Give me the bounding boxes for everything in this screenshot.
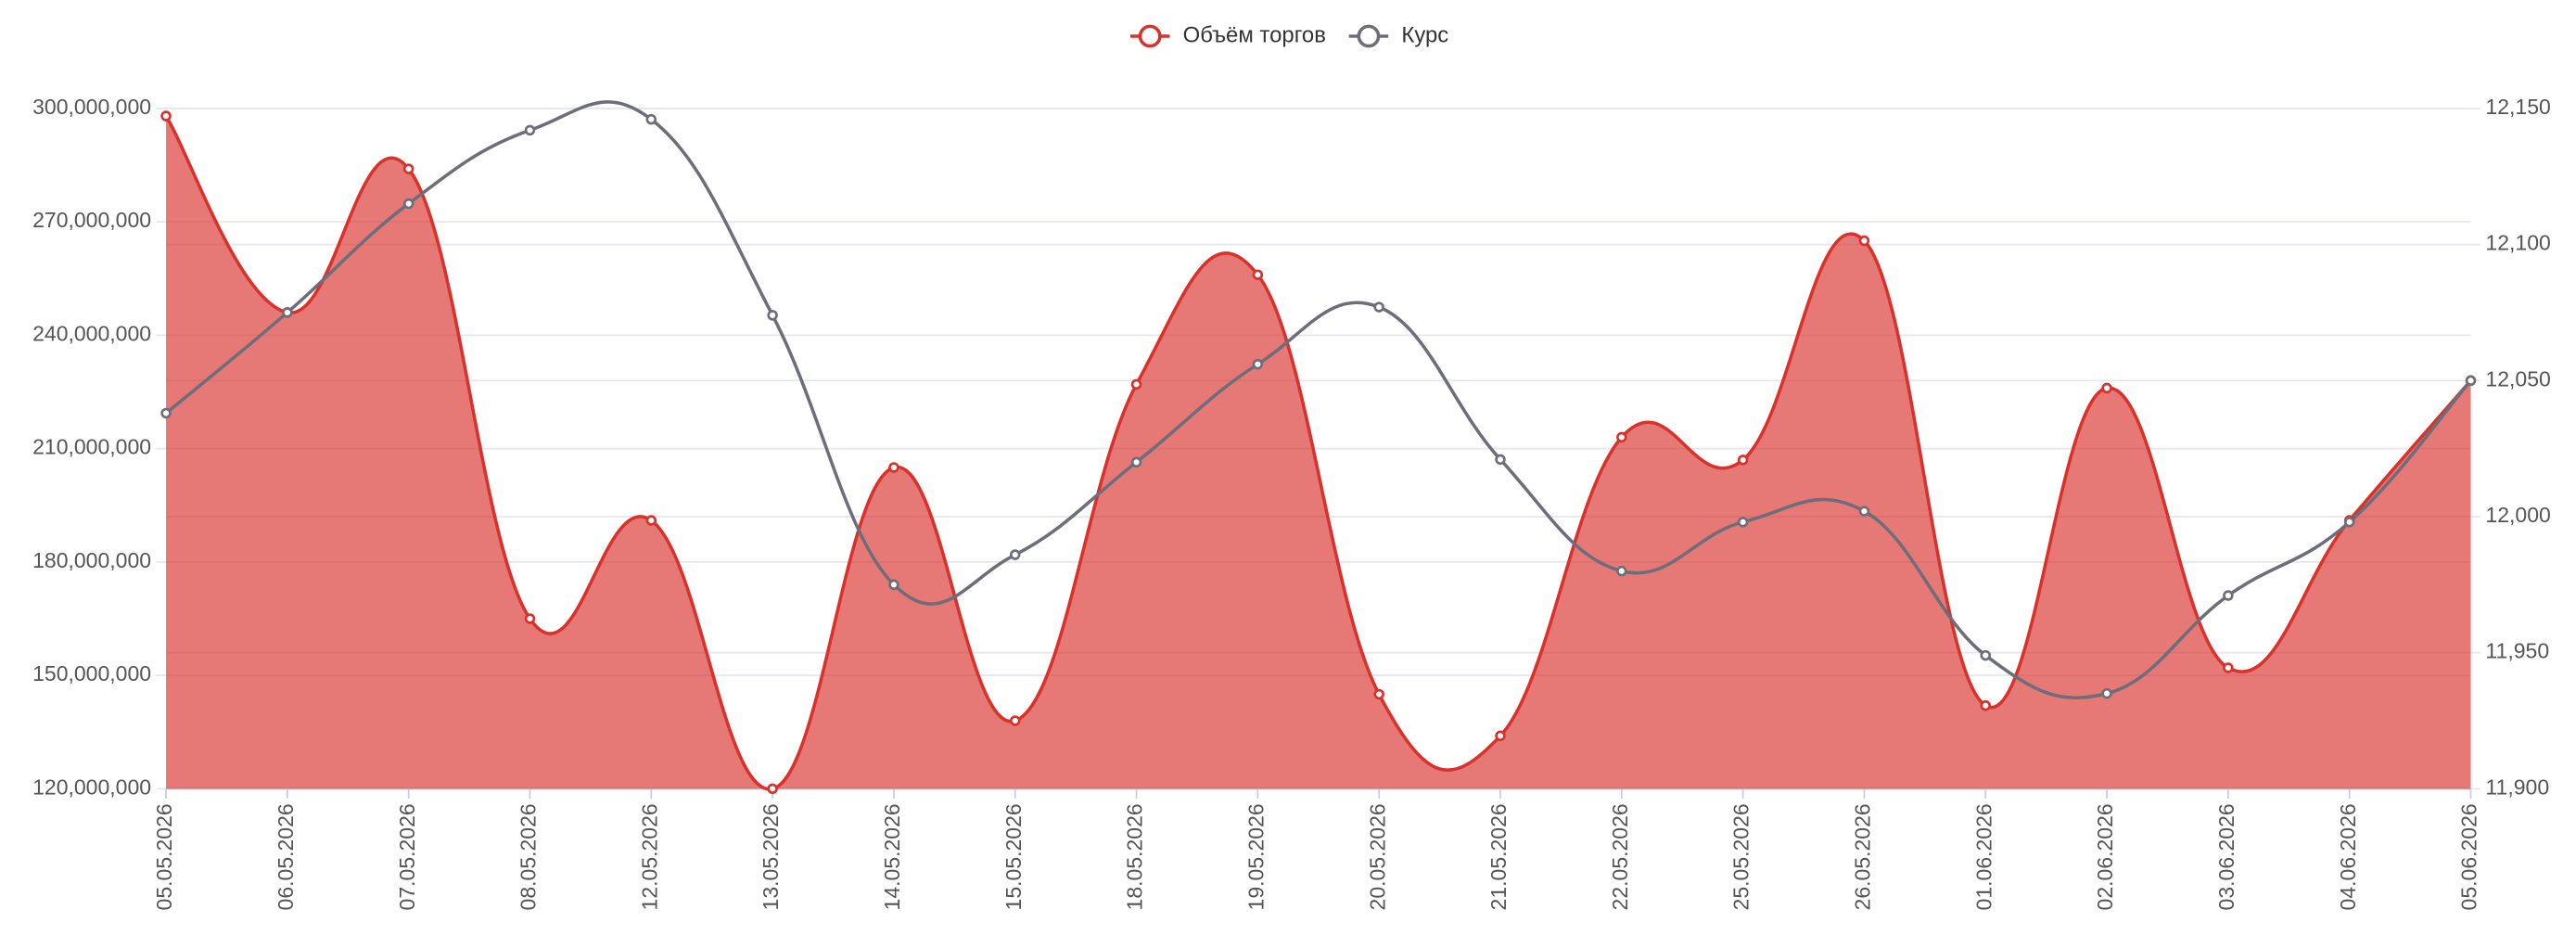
point (1495, 454, 1506, 466)
x-tick-label: 04.06.2026 (2336, 803, 2360, 910)
y-tick-label: 150,000,000 (32, 661, 151, 685)
point (645, 515, 657, 526)
point (2101, 382, 2112, 394)
x-tick-label: 13.05.2026 (759, 803, 783, 910)
point (1130, 378, 1142, 391)
line (164, 115, 2472, 791)
x-tick-label: 21.05.2026 (1486, 803, 1511, 910)
point (1130, 456, 1142, 468)
point (888, 462, 899, 473)
point (1858, 235, 1870, 247)
point (767, 310, 778, 321)
x-tick-label: 02.06.2026 (2093, 803, 2117, 910)
x-tick-label: 19.05.2026 (1243, 803, 1268, 910)
point (1373, 688, 1384, 700)
x-tick-label: 20.05.2026 (1365, 803, 1389, 910)
point (2465, 375, 2477, 387)
point (1616, 565, 1627, 577)
y2-tick-label: 12,150 (2485, 95, 2550, 119)
legend-marker (1138, 24, 1162, 48)
line (164, 100, 2472, 699)
point (1009, 549, 1021, 560)
legend: Объём торгов Курс (1129, 22, 1448, 48)
point (2223, 662, 2234, 673)
x-tick-label: 25.05.2026 (1729, 803, 1753, 910)
y-tick-label: 210,000,000 (32, 435, 151, 459)
x-tick-label: 03.06.2026 (2214, 803, 2238, 910)
point (1373, 301, 1384, 313)
y-tick-label: 120,000,000 (32, 775, 151, 799)
point (160, 407, 172, 419)
y-tick-label: 270,000,000 (32, 208, 151, 232)
x-tick-label: 05.06.2026 (2457, 803, 2481, 910)
point (1495, 730, 1506, 742)
legend-label: Курс (1401, 22, 1448, 47)
x-tick-label: 01.06.2026 (1971, 803, 1996, 910)
y2-tick-label: 12,000 (2485, 503, 2550, 527)
point (2101, 687, 2112, 699)
point (1252, 358, 1264, 370)
point (1980, 699, 1992, 711)
y2-tick-label: 11,950 (2485, 639, 2549, 663)
x-tick-label: 06.05.2026 (274, 803, 298, 910)
x-tick-label: 26.05.2026 (1851, 803, 1875, 910)
point (402, 163, 414, 174)
point (1980, 649, 1992, 661)
point (645, 113, 657, 125)
x-tick-label: 15.05.2026 (1001, 803, 1026, 910)
point (524, 613, 536, 624)
x-tick-label: 08.05.2026 (516, 803, 541, 910)
y2-tick-label: 12,050 (2485, 366, 2550, 391)
point (1009, 715, 1021, 726)
point (282, 307, 293, 318)
y-tick-label: 180,000,000 (32, 548, 151, 572)
y-tick-label: 300,000,000 (32, 95, 151, 119)
x-tick-label: 18.05.2026 (1123, 803, 1147, 910)
x-tick-label: 22.05.2026 (1608, 803, 1632, 910)
point (1252, 269, 1264, 280)
point (1737, 455, 1749, 466)
y2-tick-label: 12,100 (2485, 231, 2550, 255)
point (888, 579, 899, 591)
y2-tick-label: 11,900 (2485, 775, 2549, 799)
legend-marker (1357, 24, 1381, 48)
x-tick-label: 12.05.2026 (637, 803, 661, 910)
legend-label: Объём торгов (1183, 22, 1326, 47)
area (166, 116, 2471, 789)
x-tick-label: 07.05.2026 (395, 803, 419, 910)
point (402, 198, 414, 210)
point (767, 783, 778, 795)
point (2223, 590, 2234, 601)
point (1737, 517, 1749, 528)
point (1616, 431, 1627, 443)
point (2343, 517, 2355, 528)
y-tick-label: 240,000,000 (32, 321, 151, 345)
point (524, 124, 536, 136)
x-tick-label: 14.05.2026 (880, 803, 904, 910)
point (1858, 506, 1870, 517)
point (160, 110, 172, 122)
x-tick-label: 05.05.2026 (152, 803, 176, 910)
